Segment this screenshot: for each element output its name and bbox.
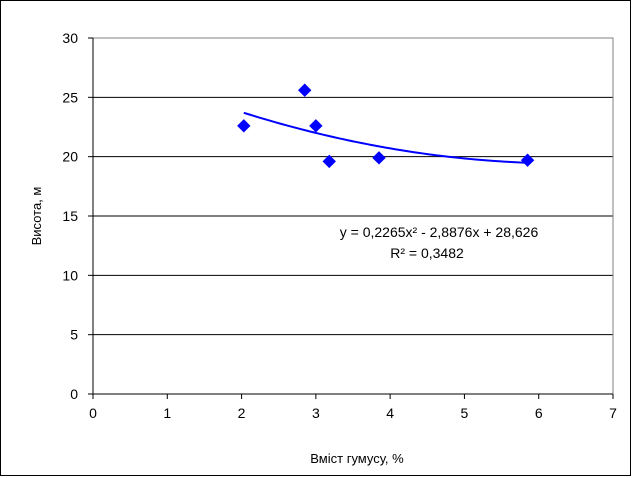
x-tick-label: 6 [535, 405, 543, 421]
x-tick-label: 0 [89, 405, 97, 421]
x-axis-title: Вміст гумусу, % [310, 451, 404, 466]
r-squared-label: R² = 0,3482 [390, 245, 464, 261]
y-tick-label: 10 [62, 267, 78, 283]
data-point [309, 119, 323, 133]
x-tick-label: 7 [609, 405, 617, 421]
y-tick-label: 5 [70, 327, 78, 343]
data-point [237, 119, 251, 133]
y-tick-label: 0 [70, 386, 78, 402]
x-tick-label: 3 [312, 405, 320, 421]
x-tick-label: 1 [163, 405, 171, 421]
x-tick-label: 2 [238, 405, 246, 421]
data-point [322, 154, 336, 169]
x-tick-label: 4 [386, 405, 394, 421]
gridlines [93, 37, 613, 395]
data-point [372, 151, 386, 165]
y-tick-label: 20 [62, 149, 78, 165]
x-tick-label: 5 [461, 405, 469, 421]
data-point [298, 83, 312, 97]
data-points [237, 83, 535, 169]
trendline-equation: y = 0,2265x² - 2,8876x + 28,626 [340, 224, 539, 240]
y-tick-labels: 0 5 10 15 20 25 30 [62, 30, 78, 402]
data-point [520, 153, 535, 167]
x-tick-labels: 0 1 2 3 4 5 6 7 [89, 405, 617, 421]
y-tick-label: 25 [62, 89, 78, 105]
y-tick-label: 15 [62, 208, 78, 224]
y-tick-label: 30 [62, 30, 78, 46]
y-axis-title: Висота, м [29, 187, 44, 246]
trendline-curve [243, 111, 528, 164]
axes [88, 37, 614, 399]
trendline [243, 111, 528, 164]
